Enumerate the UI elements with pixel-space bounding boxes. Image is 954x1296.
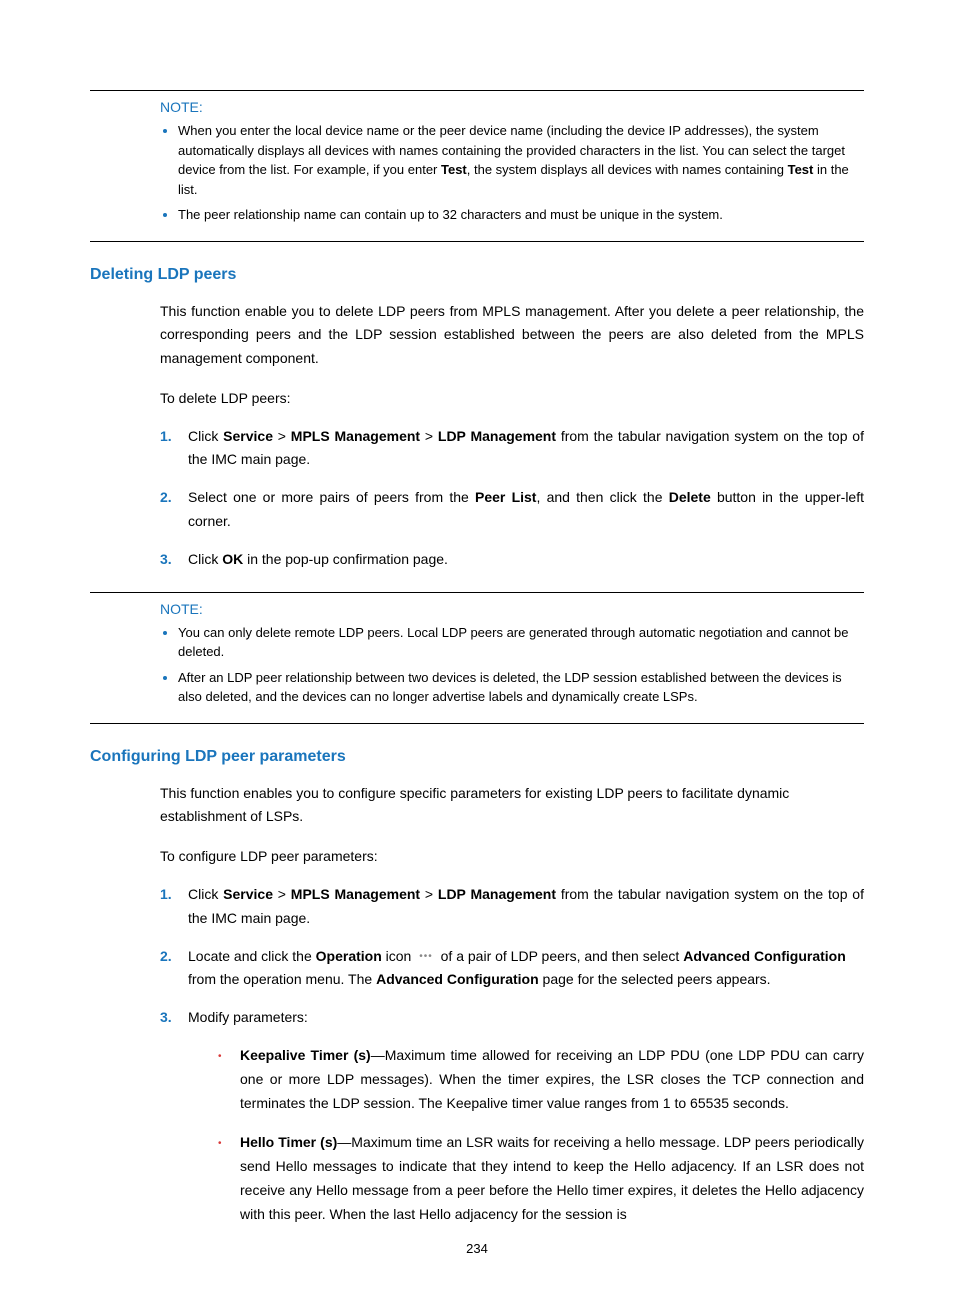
note-label: NOTE:	[160, 99, 864, 115]
section-intro: This function enable you to delete LDP p…	[160, 300, 864, 371]
step-item: Select one or more pairs of peers from t…	[160, 486, 864, 534]
step-text: Modify parameters:	[188, 1009, 308, 1025]
note-item: The peer relationship name can contain u…	[178, 205, 854, 225]
document-page: NOTE: When you enter the local device na…	[0, 0, 954, 1296]
note-item: When you enter the local device name or …	[178, 121, 854, 199]
step-item: Locate and click the Operation icon ••• …	[160, 945, 864, 993]
parameter-list: Keepalive Timer (s)—Maximum time allowed…	[218, 1044, 864, 1227]
step-item: Click Service > MPLS Management > LDP Ma…	[160, 425, 864, 473]
parameter-item: Hello Timer (s)—Maximum time an LSR wait…	[218, 1131, 864, 1226]
step-item: Modify parameters: Keepalive Timer (s)—M…	[160, 1006, 864, 1226]
note-list: You can only delete remote LDP peers. Lo…	[160, 623, 864, 707]
note-box: NOTE: You can only delete remote LDP pee…	[90, 592, 864, 724]
note-list: When you enter the local device name or …	[160, 121, 864, 225]
steps-list: Click Service > MPLS Management > LDP Ma…	[160, 883, 864, 1227]
step-item: Click Service > MPLS Management > LDP Ma…	[160, 883, 864, 931]
section-lead: To configure LDP peer parameters:	[160, 845, 864, 869]
page-number: 234	[0, 1241, 954, 1256]
parameter-item: Keepalive Timer (s)—Maximum time allowed…	[218, 1044, 864, 1115]
steps-list: Click Service > MPLS Management > LDP Ma…	[160, 425, 864, 572]
section-heading-configuring: Configuring LDP peer parameters	[90, 748, 864, 766]
section-lead: To delete LDP peers:	[160, 387, 864, 411]
note-item: After an LDP peer relationship between t…	[178, 668, 854, 707]
note-label: NOTE:	[160, 601, 864, 617]
step-item: Click OK in the pop-up confirmation page…	[160, 548, 864, 572]
section-heading-deleting: Deleting LDP peers	[90, 266, 864, 284]
note-item: You can only delete remote LDP peers. Lo…	[178, 623, 854, 662]
section-intro: This function enables you to configure s…	[160, 782, 864, 830]
note-box: NOTE: When you enter the local device na…	[90, 90, 864, 242]
